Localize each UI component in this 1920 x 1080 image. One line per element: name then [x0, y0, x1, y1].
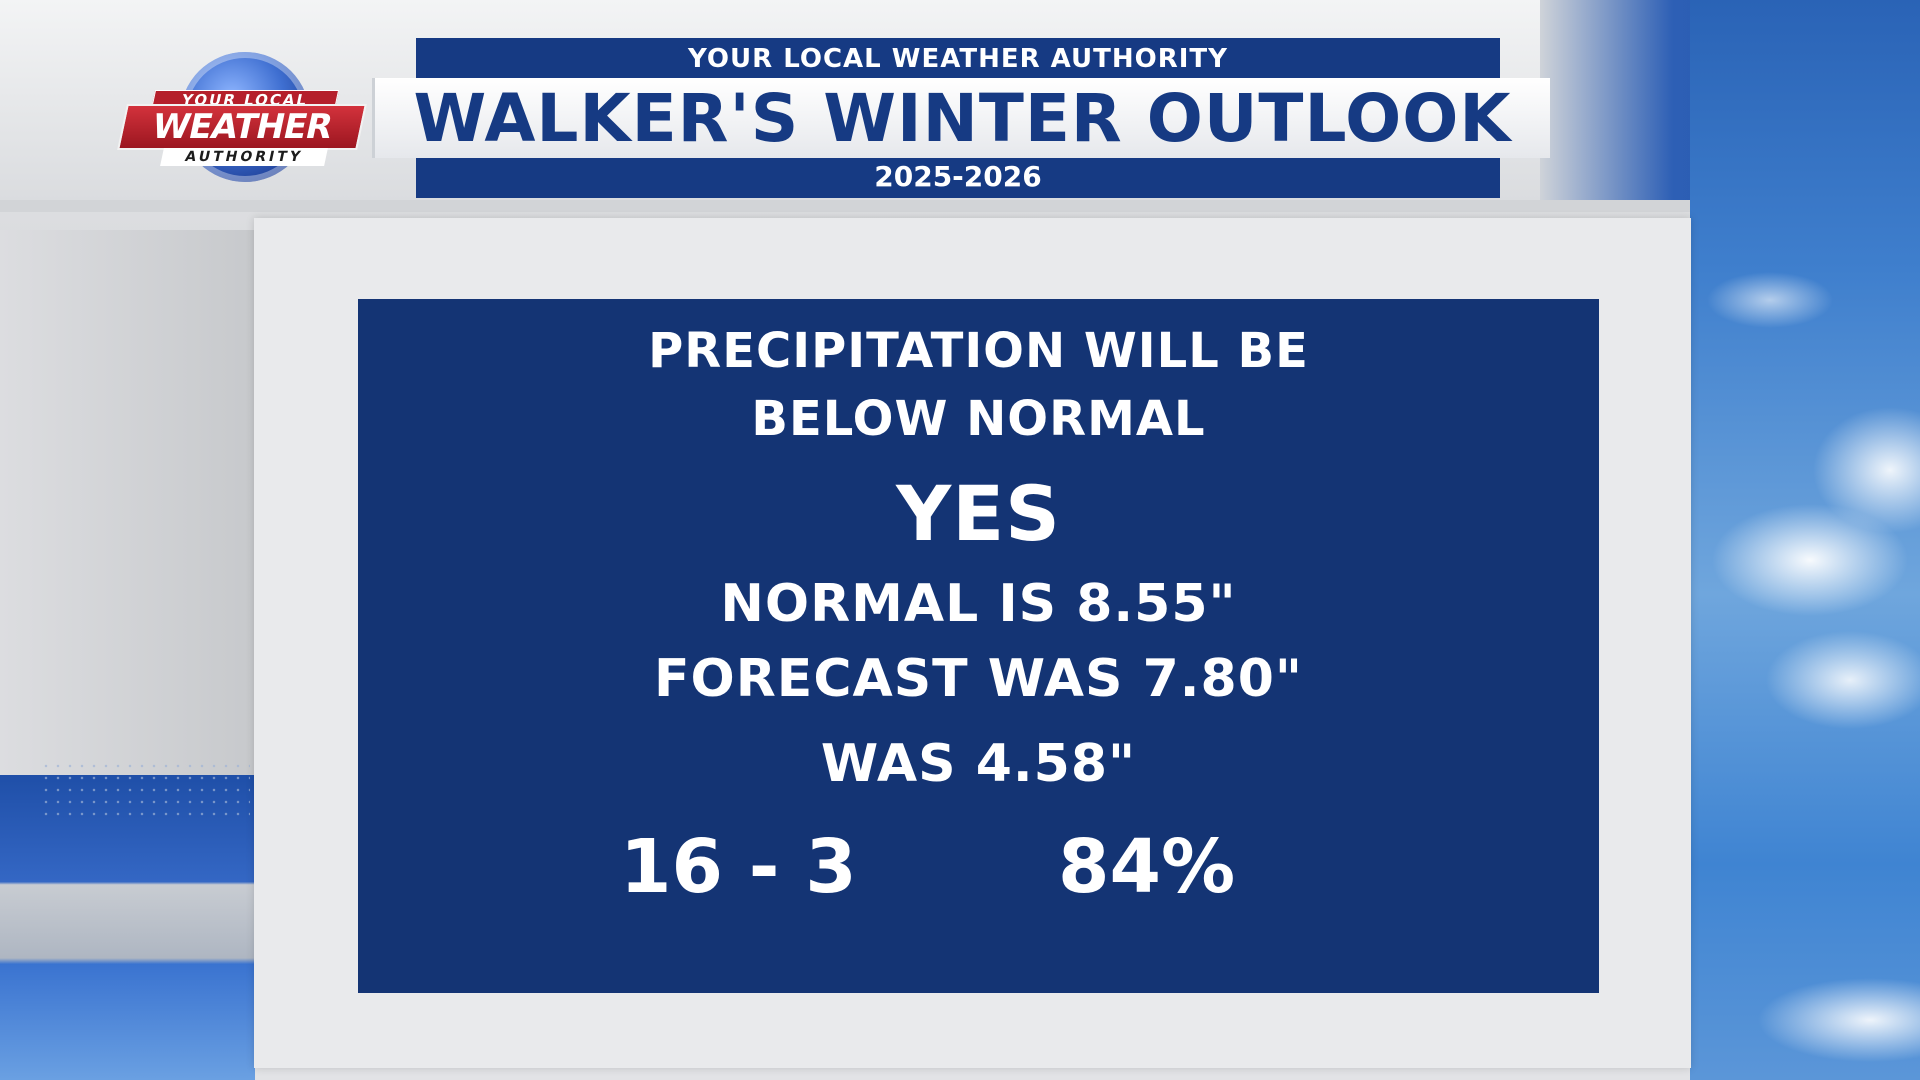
card-actual-value: WAS 4.58" [820, 734, 1137, 794]
card-headline-1: PRECIPITATION WILL BE [648, 323, 1309, 379]
background-left-blue [0, 775, 255, 1080]
card-headline-2: BELOW NORMAL [751, 391, 1206, 447]
card-percent: 84% [1058, 824, 1236, 910]
header-supertitle: YOUR LOCAL WEATHER AUTHORITY [688, 44, 1228, 74]
weather-authority-logo: YOUR LOCAL WEATHER AUTHORITY [117, 52, 367, 190]
header-subtitle: 2025-2026 [874, 160, 1042, 193]
card-forecast-value: FORECAST WAS 7.80" [654, 649, 1303, 709]
title-band: WALKER'S WINTER OUTLOOK [372, 78, 1550, 158]
background-sky-image [1690, 0, 1920, 1080]
background-dot-pattern [40, 760, 250, 820]
card-verdict: YES [896, 469, 1061, 558]
background-divider [0, 200, 1920, 212]
card-normal-value: NORMAL IS 8.55" [720, 574, 1237, 634]
logo-bottom-text: AUTHORITY [160, 148, 328, 166]
outlook-card: PRECIPITATION WILL BE BELOW NORMAL YES N… [358, 299, 1599, 993]
background-left-panel [0, 230, 255, 775]
page-title: WALKER'S WINTER OUTLOOK [413, 80, 1512, 157]
logo-main-text: WEATHER [117, 104, 367, 150]
card-record: 16 - 3 [620, 824, 857, 910]
